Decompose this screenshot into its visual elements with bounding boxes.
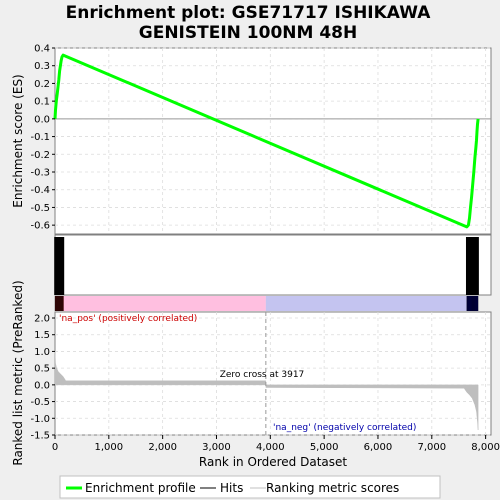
hit-marks (54, 237, 479, 295)
es-panel (54, 47, 492, 235)
xtick-label-4: 4,000 (256, 442, 285, 453)
es-ytick-label-6: -0.2 (30, 150, 50, 161)
ranking-metric-fill (54, 351, 479, 431)
band-positive (55, 296, 266, 311)
es-ytick-label-4: 0.0 (34, 114, 50, 125)
ranking-metric-area (54, 312, 479, 435)
es-ytick-label-7: -0.3 (30, 168, 50, 179)
es-ytick-label-2: 0.2 (34, 79, 50, 90)
xtick-label-5: 5,000 (310, 442, 339, 453)
chart-title-line2: GENISTEIN 100NM 48H (139, 23, 357, 43)
es-ytick-label-3: 0.1 (34, 97, 50, 108)
metric-ylabel: Ranked list metric (PreRanked) (11, 280, 25, 465)
hits-panel (54, 234, 492, 296)
xtick-label-7: 7,000 (417, 442, 446, 453)
legend-box (59, 475, 441, 499)
es-ytick-label-1: 0.3 (34, 61, 50, 72)
zero-cross-label: Zero cross at 3917 (220, 370, 305, 380)
es-y-ticks: 0.4 0.3 0.2 0.1 0.0 -0.1 -0.2 -0.3 -0.4 -0.5 -0.6 (30, 44, 55, 232)
legend-entry-profile: Enrichment profile (85, 481, 196, 495)
es-ytick-label-0: 0.4 (34, 44, 50, 55)
es-ytick-label-8: -0.4 (30, 185, 50, 196)
metric-grid (55, 312, 491, 436)
band-negative (265, 296, 479, 311)
es-ytick-label-9: -0.5 (30, 203, 50, 214)
metric-ytick-label-6: -1.0 (30, 414, 50, 425)
rank-color-band (54, 296, 479, 311)
metric-ytick-label-3: 0.5 (34, 364, 50, 375)
legend-entry-hits: Hits (220, 481, 243, 495)
metric-y-ticks: 2.0 1.5 1.0 0.5 0.0 -0.5 -1.0 -1.5 (30, 314, 55, 442)
pos-label: 'na_pos' (positively correlated) (59, 314, 197, 324)
metric-ytick-label-4: 0.0 (34, 380, 50, 391)
enrichment-profile-line (53, 53, 480, 229)
x-ticks: 0 1,000 2,000 3,000 4,000 5,000 6,000 7,000 8,00… (52, 435, 500, 453)
xtick-label-0: 0 (52, 442, 58, 453)
xtick-label-8: 8,000 (471, 442, 500, 453)
xtick-label-2: 2,000 (148, 442, 177, 453)
metric-ytick-label-0: 2.0 (34, 314, 50, 325)
metric-panel (54, 311, 492, 436)
es-ytick-label-5: -0.1 (30, 132, 50, 143)
es-ytick-label-10: -0.6 (30, 221, 50, 232)
chart-title-line1: Enrichment plot: GSE71717 ISHIKAWA (66, 3, 432, 23)
xtick-label-3: 3,000 (202, 442, 231, 453)
metric-ytick-label-5: -0.5 (30, 397, 50, 408)
legend-entry-metric: Ranking metric scores (266, 481, 399, 495)
neg-label: 'na_neg' (negatively correlated) (273, 423, 416, 433)
xtick-label-6: 6,000 (364, 442, 393, 453)
metric-ytick-label-7: -1.5 (30, 431, 50, 442)
metric-ytick-label-2: 1.0 (34, 347, 50, 358)
metric-ytick-label-1: 1.5 (34, 330, 50, 341)
x-axis-label: Rank in Ordered Dataset (199, 455, 347, 469)
enrichment-profile (53, 53, 480, 229)
es-ylabel: Enrichment score (ES) (11, 74, 25, 207)
xtick-label-1: 1,000 (95, 442, 124, 453)
